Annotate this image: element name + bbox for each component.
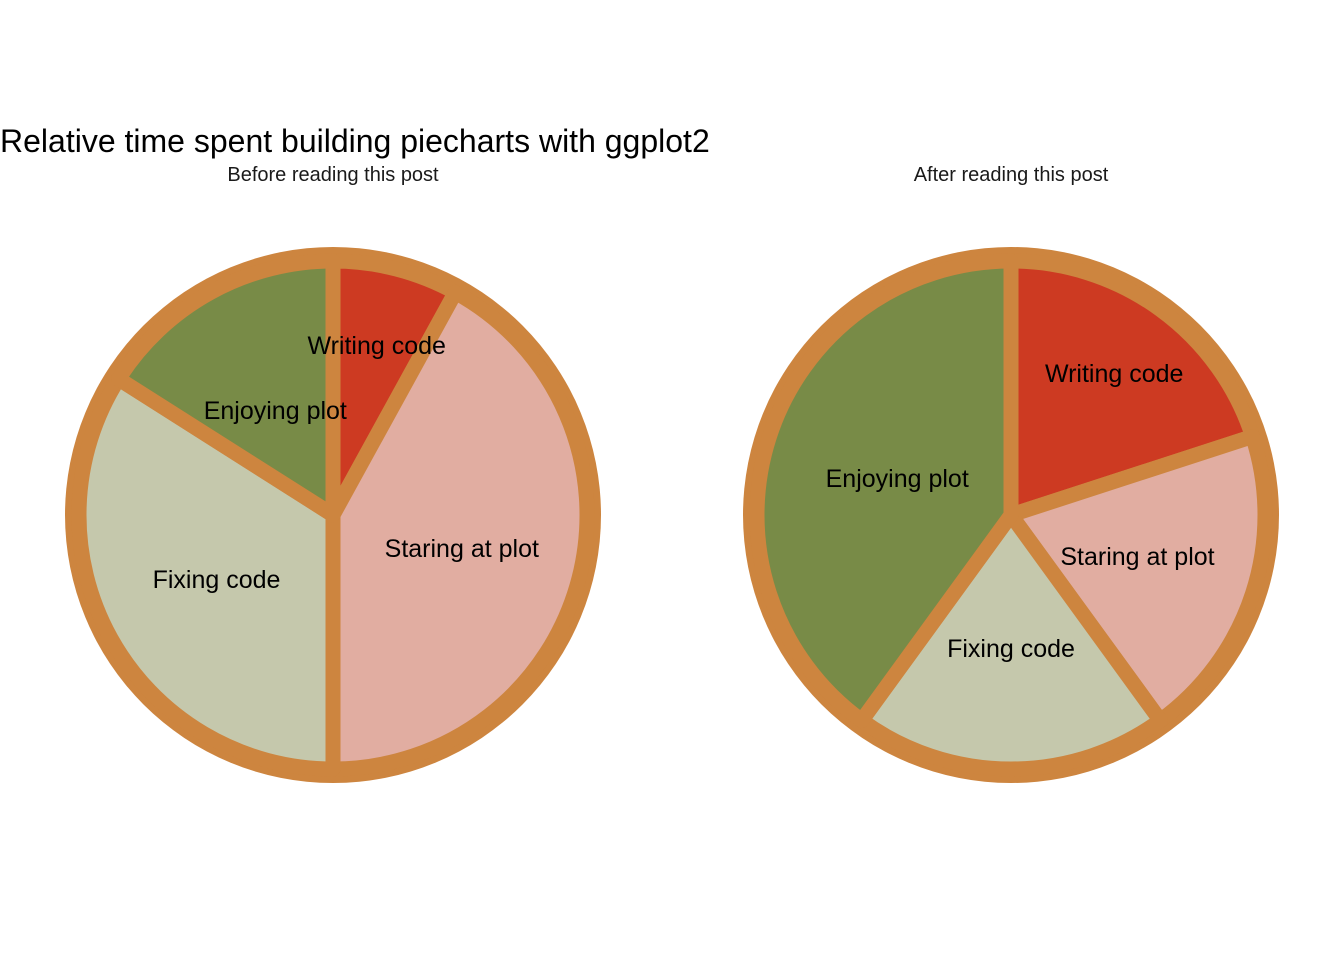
slice-label-before-fixing-code: Fixing code (153, 566, 281, 594)
slice-after-enjoying-plot (749, 253, 1019, 728)
slice-label-before-staring-at-plot: Staring at plot (385, 535, 539, 563)
slice-before-enjoying-plot (111, 253, 341, 523)
slice-label-before-enjoying-plot: Enjoying plot (204, 397, 347, 425)
slice-label-after-staring-at-plot: Staring at plot (1060, 543, 1214, 571)
panel-label-after: After reading this post (914, 164, 1109, 186)
slice-label-before-writing-code: Writing code (307, 332, 446, 360)
pie-after-labels: Writing code Staring at plot Fixing code En… (826, 360, 1215, 663)
pie-after (743, 247, 1279, 783)
panel-before: Before reading this post Writing code Sta… (65, 164, 601, 783)
pie-before-labels: Writing code Staring at plot Fixing code En… (153, 332, 539, 594)
slice-after-fixing-code (854, 507, 1168, 777)
slice-label-after-fixing-code: Fixing code (947, 635, 1075, 663)
slice-label-after-enjoying-plot: Enjoying plot (826, 465, 969, 493)
chart-title: Relative time spent building piecharts w… (0, 123, 710, 159)
pie-before (65, 247, 601, 783)
slice-after-staring-at-plot (1003, 429, 1273, 728)
slice-before-staring-at-plot (325, 284, 595, 777)
panel-after: After reading this post Writing code Star… (743, 164, 1279, 783)
slice-label-after-writing-code: Writing code (1045, 360, 1184, 388)
panel-label-before: Before reading this post (227, 164, 439, 186)
